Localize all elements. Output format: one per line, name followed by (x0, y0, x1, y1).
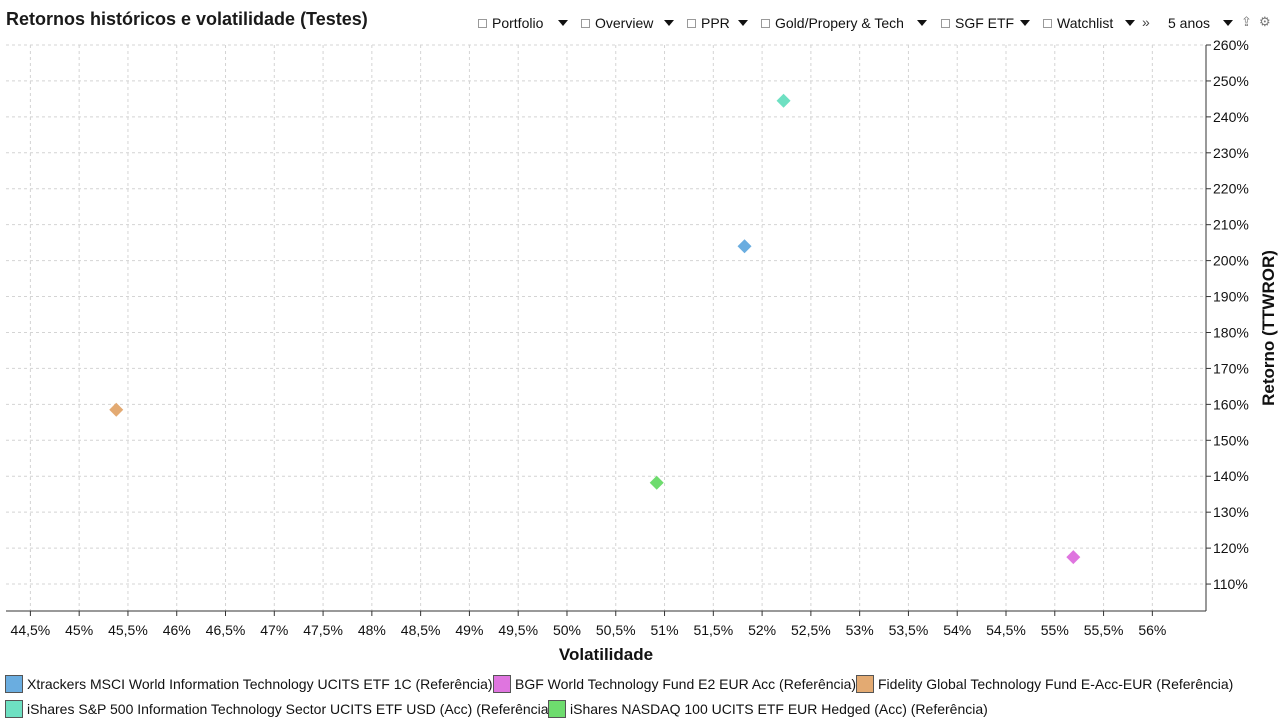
y-tick-label: 210% (1213, 217, 1249, 233)
y-tick-label: 150% (1213, 432, 1249, 448)
y-tick-label: 170% (1213, 360, 1249, 376)
y-tick-label: 190% (1213, 289, 1249, 305)
legend-label: iShares NASDAQ 100 UCITS ETF EUR Hedged … (570, 701, 988, 717)
x-tick-label: 52% (748, 622, 776, 638)
legend-label: Fidelity Global Technology Fund E-Acc-EU… (878, 676, 1234, 692)
tab-label: Portfolio (492, 15, 544, 31)
x-tick-label: 45% (65, 622, 93, 638)
legend-swatch (856, 675, 874, 693)
x-tick-label: 53% (846, 622, 874, 638)
tab-portfolio[interactable]: Portfolio (478, 12, 543, 34)
legend-swatch (548, 700, 566, 718)
y-tick-label: 250% (1213, 73, 1249, 89)
x-tick-label: 47% (260, 622, 288, 638)
chevron-down-icon[interactable] (663, 16, 675, 30)
tab-label: SGF ETF (955, 15, 1015, 31)
checkbox-icon[interactable] (761, 18, 770, 28)
x-tick-label: 55% (1041, 622, 1069, 638)
legend-item[interactable]: BGF World Technology Fund E2 EUR Acc (Re… (493, 674, 856, 694)
y-tick-label: 180% (1213, 324, 1249, 340)
y-tick-label: 260% (1213, 37, 1249, 53)
legend-item[interactable]: iShares NASDAQ 100 UCITS ETF EUR Hedged … (548, 699, 988, 719)
x-tick-label: 50,5% (596, 622, 636, 638)
double-chevron-right-icon[interactable]: » (1142, 14, 1150, 30)
data-point-4 (649, 475, 664, 490)
y-tick-label: 130% (1213, 504, 1249, 520)
y-tick-label: 140% (1213, 468, 1249, 484)
period-label: 5 anos (1168, 15, 1211, 31)
x-tick-label: 47,5% (303, 622, 343, 638)
checkbox-icon[interactable] (478, 18, 487, 28)
data-point-0 (737, 239, 752, 254)
x-tick-label: 54% (943, 622, 971, 638)
tab-overview[interactable]: Overview (581, 12, 653, 34)
data-point-1 (1066, 550, 1081, 565)
tab-watchlist[interactable]: Watchlist (1043, 12, 1113, 34)
checkbox-icon[interactable] (581, 18, 590, 28)
data-point-2 (109, 402, 124, 417)
chevron-down-icon[interactable] (557, 16, 569, 30)
x-tick-label: 45,5% (108, 622, 148, 638)
chart-title: Retornos históricos e volatilidade (Test… (6, 9, 368, 29)
x-tick-label: 52,5% (791, 622, 831, 638)
x-tick-label: 51,5% (693, 622, 733, 638)
tab-ppr[interactable]: PPR (687, 12, 730, 34)
legend-label: BGF World Technology Fund E2 EUR Acc (Re… (515, 676, 857, 692)
x-tick-label: 46% (163, 622, 191, 638)
y-tick-label: 120% (1213, 540, 1249, 556)
x-axis-label: Volatilidade (559, 645, 653, 664)
legend-swatch (493, 675, 511, 693)
chevron-down-icon[interactable] (1124, 16, 1136, 30)
x-tick-label: 54,5% (986, 622, 1026, 638)
legend-item[interactable]: Xtrackers MSCI World Information Technol… (5, 674, 493, 694)
x-tick-label: 50% (553, 622, 581, 638)
x-tick-label: 48% (358, 622, 386, 638)
x-tick-label: 51% (651, 622, 679, 638)
period-selector[interactable]: 5 anos (1168, 12, 1210, 34)
y-tick-label: 200% (1213, 253, 1249, 269)
legend-item[interactable]: Fidelity Global Technology Fund E-Acc-EU… (856, 674, 1233, 694)
y-tick-label: 110% (1213, 576, 1248, 592)
tab-sgf-etf[interactable]: SGF ETF (941, 12, 1014, 34)
x-tick-label: 48,5% (401, 622, 441, 638)
tab-label: Watchlist (1057, 15, 1114, 31)
tab-gold-property-tech[interactable]: Gold/Propery & Tech (761, 12, 904, 34)
checkbox-icon[interactable] (1043, 18, 1052, 28)
x-tick-label: 44,5% (11, 622, 51, 638)
y-tick-label: 240% (1213, 109, 1249, 125)
tab-label: PPR (701, 15, 730, 31)
chevron-down-icon[interactable] (1019, 16, 1031, 30)
checkbox-icon[interactable] (687, 18, 696, 28)
gear-icon[interactable]: ⚙ (1259, 14, 1271, 29)
legend-swatch (5, 675, 23, 693)
legend-item[interactable]: iShares S&P 500 Information Technology S… (5, 699, 553, 719)
x-tick-label: 49,5% (498, 622, 538, 638)
y-tick-label: 160% (1213, 396, 1249, 412)
chevron-down-icon[interactable] (1222, 16, 1234, 30)
tab-label: Overview (595, 15, 654, 31)
legend-swatch (5, 700, 23, 718)
x-tick-label: 55,5% (1084, 622, 1124, 638)
x-tick-label: 53,5% (889, 622, 929, 638)
checkbox-icon[interactable] (941, 18, 950, 28)
y-axis-label: Retorno (TTWROR) (1259, 250, 1278, 406)
legend-label: iShares S&P 500 Information Technology S… (27, 701, 554, 717)
export-icon[interactable]: ⇪ (1241, 14, 1252, 29)
x-tick-label: 49% (455, 622, 483, 638)
y-tick-label: 220% (1213, 181, 1249, 197)
chevron-down-icon[interactable] (737, 16, 749, 30)
legend-label: Xtrackers MSCI World Information Technol… (27, 676, 493, 692)
x-tick-label: 56% (1138, 622, 1166, 638)
data-point-3 (776, 93, 791, 108)
y-tick-label: 230% (1213, 145, 1249, 161)
x-tick-label: 46,5% (206, 622, 246, 638)
tab-label: Gold/Propery & Tech (775, 15, 904, 31)
chevron-down-icon[interactable] (916, 16, 928, 30)
